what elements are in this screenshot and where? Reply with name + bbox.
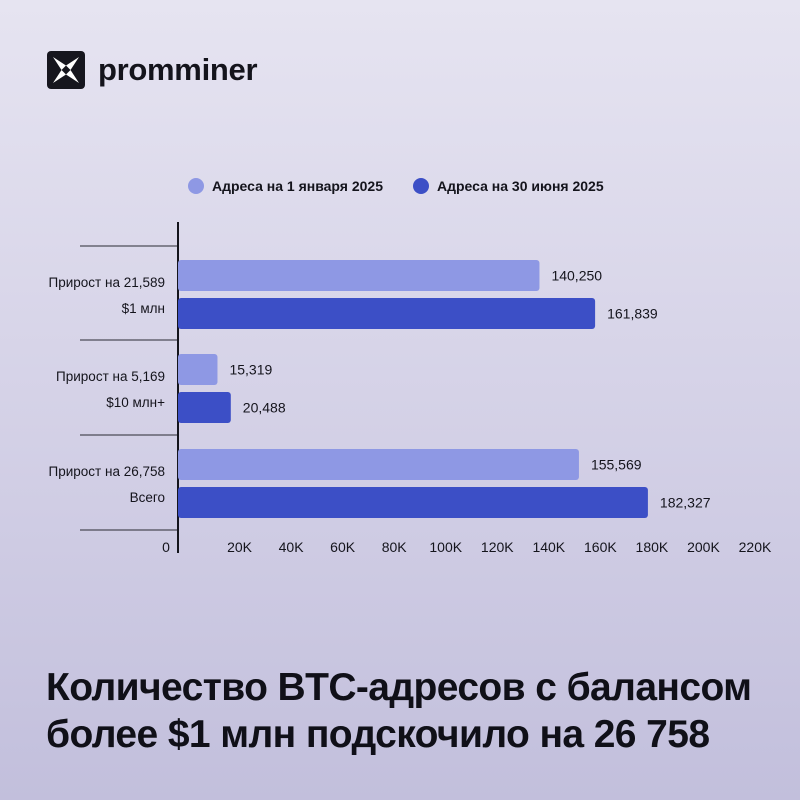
x-tick-label: 140K	[532, 539, 565, 555]
x-tick-label: 220K	[739, 539, 772, 555]
x-tick-label: 160K	[584, 539, 617, 555]
bar-value-label: 155,569	[591, 457, 642, 473]
x-tick-label: 200K	[687, 539, 720, 555]
bar	[178, 354, 218, 385]
brand-logo: promminer	[46, 50, 258, 90]
category-label-line-1: Прирост на 21,589	[49, 275, 165, 290]
legend-swatch	[413, 178, 429, 194]
legend-swatch	[188, 178, 204, 194]
category-label-line-1: Прирост на 26,758	[49, 464, 165, 479]
category-label-line-2: $10 млн+	[106, 395, 165, 410]
bar	[178, 392, 231, 423]
headline: Количество BTC-адресов с балансом более …	[46, 664, 766, 758]
bar	[178, 260, 540, 291]
bar-value-label: 140,250	[551, 268, 602, 284]
x-tick-label: 120K	[481, 539, 514, 555]
bar-value-label: 15,319	[229, 362, 272, 378]
bar-value-label: 182,327	[660, 495, 711, 511]
legend-label: Адреса на 30 июня 2025	[437, 178, 604, 194]
x-tick-label: 180K	[636, 539, 669, 555]
headline-line-2: более $1 млн подскочило на 26 758	[46, 713, 710, 756]
x-star-logo-icon	[47, 51, 85, 89]
x-tick-label: 100K	[429, 539, 462, 555]
headline-line-1: Количество BTC-адресов с балансом	[46, 666, 752, 709]
bar	[178, 449, 579, 480]
bar	[178, 298, 596, 329]
x-tick-label: 40K	[279, 539, 305, 555]
category-label-line-2: Всего	[130, 490, 165, 505]
bar-value-label: 161,839	[607, 306, 658, 322]
x-tick-label: 20K	[227, 539, 253, 555]
bar-value-label: 20,488	[243, 400, 286, 416]
brand-name: promminer	[98, 52, 258, 87]
category-label-line-1: Прирост на 5,169	[56, 369, 165, 384]
x-tick-label: 0	[162, 539, 170, 555]
x-tick-label: 60K	[330, 539, 356, 555]
bar	[178, 487, 648, 518]
x-tick-label: 80K	[382, 539, 408, 555]
category-label-line-2: $1 млн	[122, 301, 165, 316]
legend-label: Адреса на 1 января 2025	[212, 178, 383, 194]
